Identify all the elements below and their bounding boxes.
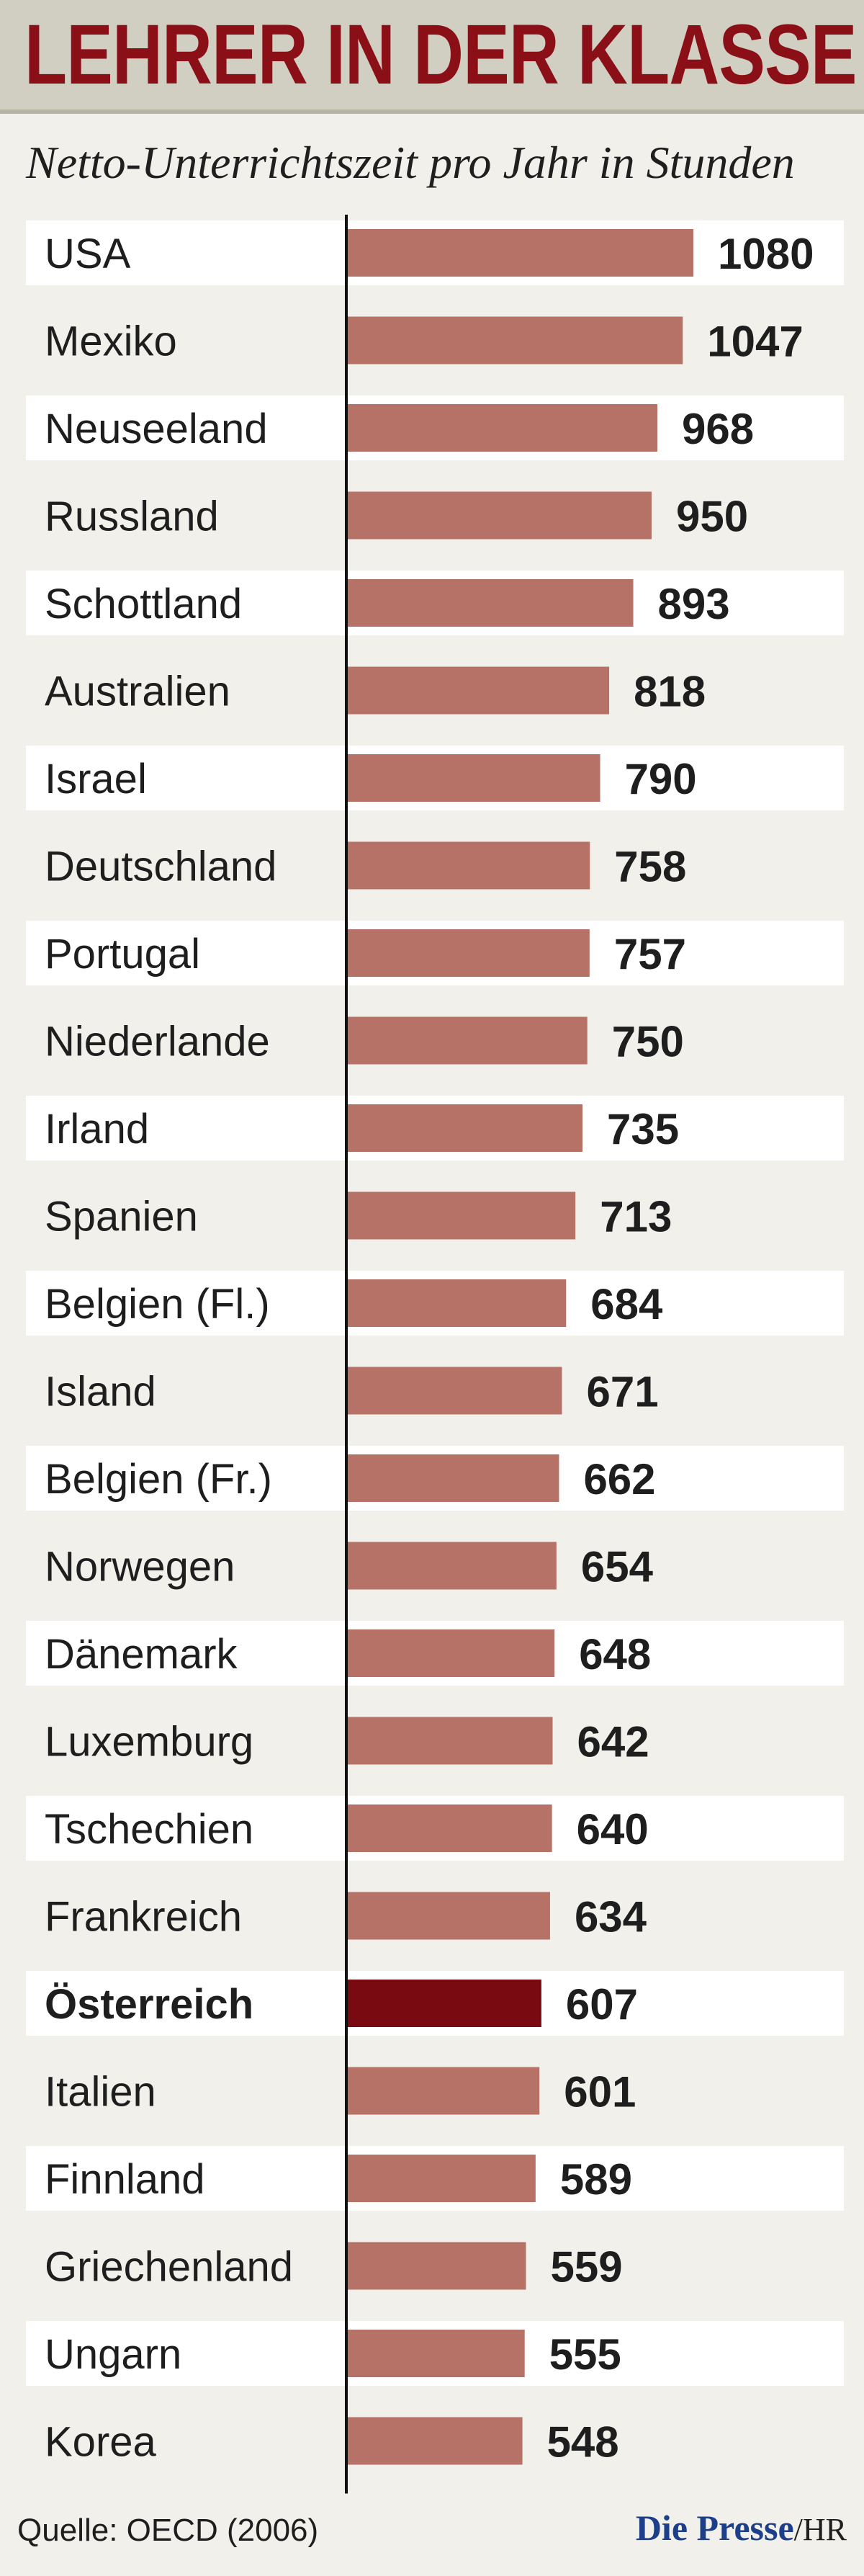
category-label: Ungarn xyxy=(45,2331,181,2378)
value-label: 893 xyxy=(658,580,730,628)
value-label: 662 xyxy=(583,1455,655,1503)
value-label: 1080 xyxy=(718,230,814,278)
category-label: Frankreich xyxy=(45,1894,242,1941)
brand-credit: Die Presse/HR xyxy=(636,2507,847,2549)
category-label: Mexiko xyxy=(45,318,177,365)
category-label: Luxemburg xyxy=(45,1719,253,1766)
bar xyxy=(346,316,683,365)
category-label: Tschechien xyxy=(45,1806,253,1853)
category-label: Israel xyxy=(45,756,147,802)
value-label: 818 xyxy=(634,668,706,716)
value-label: 790 xyxy=(625,755,697,803)
category-label: Schottland xyxy=(45,581,242,627)
bar xyxy=(346,1454,559,1502)
value-label: 684 xyxy=(590,1280,663,1328)
category-label: Neuseeland xyxy=(45,406,268,452)
category-label: Deutschland xyxy=(45,844,276,890)
value-label: 607 xyxy=(566,1980,638,2029)
category-label: Dänemark xyxy=(45,1631,238,1678)
bar xyxy=(346,841,590,890)
bar xyxy=(346,1804,552,1852)
chart-title: LEHRER IN DER KLASSE xyxy=(24,7,857,102)
bar xyxy=(346,754,600,802)
bar-chart: USA 1080 Mexiko 1047 Neuseeland 968 Russland 95… xyxy=(26,215,844,2494)
bar xyxy=(346,2242,526,2290)
value-label: 634 xyxy=(575,1893,647,1941)
chart-subtitle: Netto-Unterrichtszeit pro Jahr in Stunde… xyxy=(26,137,795,188)
value-label: 968 xyxy=(682,405,754,453)
value-label: 548 xyxy=(547,2418,619,2467)
category-label: Portugal xyxy=(45,931,200,978)
category-label: Russland xyxy=(45,493,219,540)
source-note: Quelle: OECD (2006) xyxy=(17,2513,319,2548)
category-label: Belgien (Fr.) xyxy=(45,1456,272,1503)
value-label: 601 xyxy=(564,2068,636,2116)
category-label: Belgien (Fl.) xyxy=(45,1281,270,1328)
bar xyxy=(346,1016,588,1065)
value-label: 735 xyxy=(607,1105,679,1153)
category-label: USA xyxy=(45,231,131,277)
bar xyxy=(346,1279,567,1327)
bar xyxy=(346,1717,553,1765)
category-label: Irland xyxy=(45,1106,149,1153)
author-credit: /HR xyxy=(793,2512,847,2547)
value-label: 713 xyxy=(600,1193,672,1241)
category-label: Italien xyxy=(45,2069,156,2116)
header-band: LEHRER IN DER KLASSE xyxy=(0,0,864,109)
category-label: Korea xyxy=(45,2419,157,2466)
value-label: 559 xyxy=(550,2243,622,2291)
bar xyxy=(346,1367,562,1415)
category-label: Spanien xyxy=(45,1194,198,1240)
value-label: 671 xyxy=(586,1368,658,1416)
category-label: Niederlande xyxy=(45,1019,270,1065)
bar xyxy=(346,1629,555,1677)
value-label: 757 xyxy=(614,930,686,978)
bar xyxy=(346,2330,525,2377)
value-label: 1047 xyxy=(707,318,803,366)
category-label: Australien xyxy=(45,668,230,715)
bar xyxy=(346,1892,550,1940)
bar xyxy=(346,929,590,977)
category-label: Griechenland xyxy=(45,2244,293,2291)
value-label: 555 xyxy=(549,2330,621,2379)
value-label: 654 xyxy=(581,1543,654,1591)
bar xyxy=(346,2067,540,2115)
bar xyxy=(346,491,652,540)
category-label: Österreich xyxy=(45,1981,253,2028)
category-label: Norwegen xyxy=(45,1544,235,1591)
bar xyxy=(346,1191,576,1240)
value-label: 589 xyxy=(560,2155,632,2204)
bar xyxy=(346,404,658,452)
bar xyxy=(346,666,610,715)
bar xyxy=(346,229,693,277)
bar xyxy=(346,2417,523,2465)
category-label: Island xyxy=(45,1369,156,1416)
value-label: 648 xyxy=(579,1630,651,1678)
bar xyxy=(346,1104,583,1152)
value-label: 640 xyxy=(577,1805,649,1853)
value-label: 950 xyxy=(676,493,748,541)
bar xyxy=(346,1542,557,1590)
category-label: Finnland xyxy=(45,2156,204,2203)
header-rule xyxy=(0,109,864,114)
bar xyxy=(346,579,634,627)
bar xyxy=(346,2155,536,2202)
value-label: 750 xyxy=(612,1018,684,1066)
bar xyxy=(346,1980,541,2027)
value-label: 758 xyxy=(614,843,686,891)
value-label: 642 xyxy=(577,1718,649,1766)
brand-logo: Die Presse xyxy=(635,2508,794,2548)
